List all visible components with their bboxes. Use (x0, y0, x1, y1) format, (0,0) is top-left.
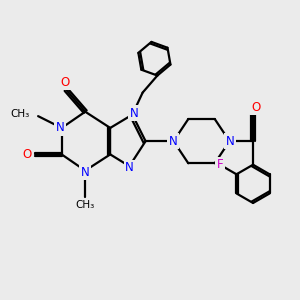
Text: N: N (125, 161, 134, 174)
Text: CH₃: CH₃ (76, 200, 95, 210)
Text: CH₃: CH₃ (10, 109, 29, 119)
Text: O: O (60, 76, 69, 89)
Text: N: N (56, 122, 64, 134)
Text: F: F (217, 158, 224, 171)
Text: N: N (226, 135, 235, 148)
Text: O: O (251, 101, 261, 114)
Text: O: O (22, 148, 32, 161)
Text: N: N (169, 135, 177, 148)
Text: N: N (129, 107, 138, 120)
Text: N: N (81, 166, 90, 178)
